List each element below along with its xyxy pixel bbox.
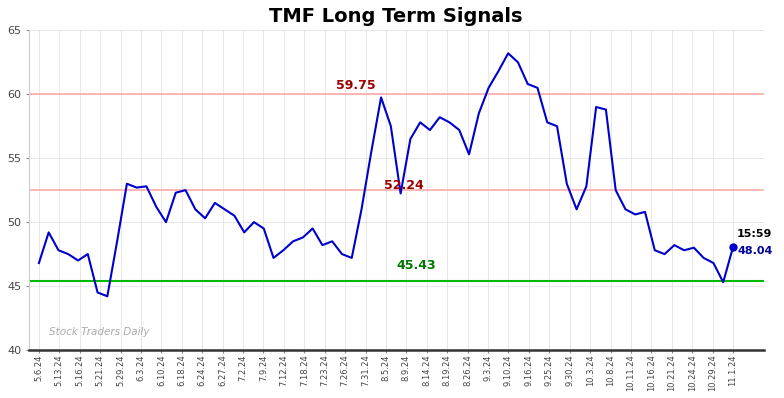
Text: 59.75: 59.75 [336, 79, 376, 92]
Text: 15:59: 15:59 [737, 229, 772, 239]
Text: 45.43: 45.43 [396, 259, 436, 273]
Title: TMF Long Term Signals: TMF Long Term Signals [270, 7, 523, 26]
Text: 52.24: 52.24 [384, 179, 423, 192]
Text: 48.04: 48.04 [737, 246, 772, 256]
Text: Stock Traders Daily: Stock Traders Daily [49, 327, 150, 337]
